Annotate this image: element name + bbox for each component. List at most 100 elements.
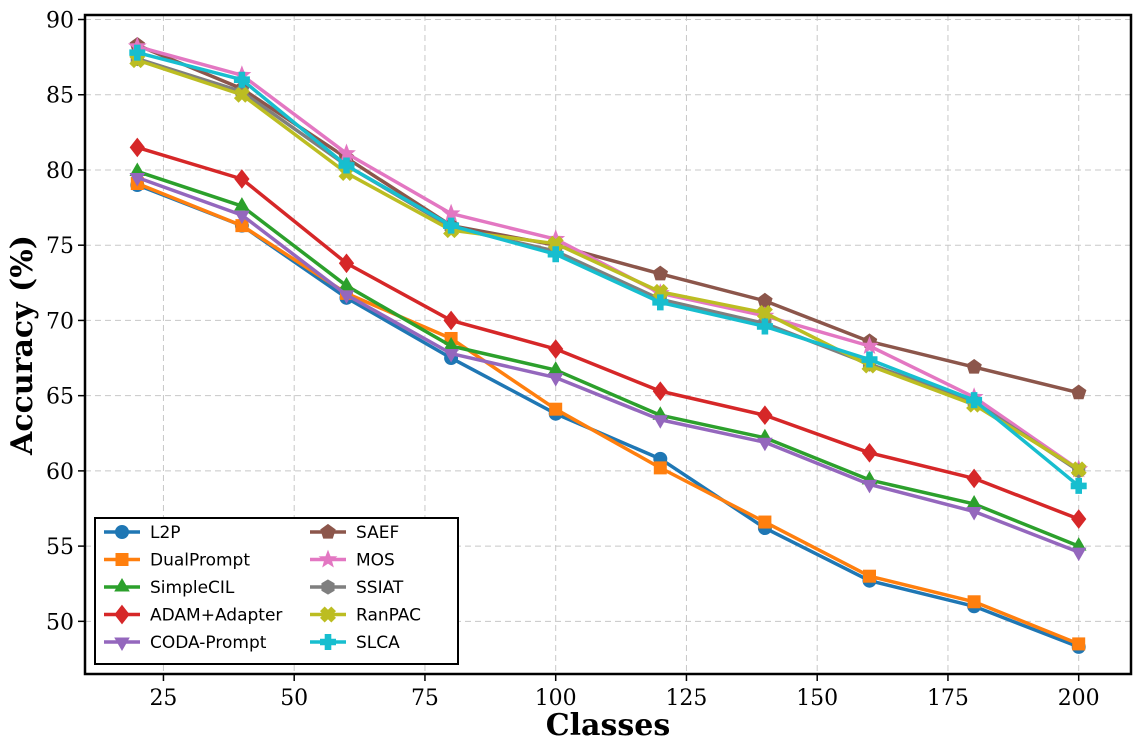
legend-label: ADAM+Adapter xyxy=(150,606,282,626)
y-tick-label: 70 xyxy=(46,309,74,334)
data-point-marker xyxy=(114,604,130,625)
series-line xyxy=(136,169,1080,548)
data-point-marker xyxy=(114,637,130,651)
data-point-marker xyxy=(129,137,145,158)
data-point-marker xyxy=(321,579,335,595)
data-point-marker xyxy=(443,310,459,331)
series-line xyxy=(136,43,1080,395)
legend-item: CODA-Prompt xyxy=(104,633,267,653)
legend-label: RanPAC xyxy=(356,606,421,626)
y-tick-label: 75 xyxy=(46,234,74,259)
legend-item: SAEF xyxy=(310,523,399,543)
data-point-marker xyxy=(1070,384,1087,400)
legend-item: RanPAC xyxy=(310,606,421,626)
legend-item: SimpleCIL xyxy=(104,578,235,598)
x-tick-label: 125 xyxy=(665,686,707,711)
data-point-marker xyxy=(1071,509,1087,529)
legend-label: SSIAT xyxy=(356,578,404,598)
data-point-marker xyxy=(115,525,129,539)
y-tick-label: 50 xyxy=(46,610,74,635)
data-point-marker xyxy=(548,339,564,359)
series-adam-adapter xyxy=(129,137,1087,529)
legend-item: SSIAT xyxy=(310,578,404,598)
data-point-marker xyxy=(234,210,250,225)
x-tick-label: 175 xyxy=(927,686,969,711)
data-point-marker xyxy=(320,634,336,650)
series-coda-prompt xyxy=(129,172,1087,562)
data-point-marker xyxy=(337,143,356,162)
data-point-marker xyxy=(338,276,355,291)
data-point-marker xyxy=(756,304,773,321)
series-layer xyxy=(127,36,1089,654)
series-line xyxy=(136,145,1080,521)
data-point-marker xyxy=(443,349,459,363)
data-point-marker xyxy=(652,381,668,401)
data-point-marker xyxy=(115,553,129,566)
series-line xyxy=(136,181,1080,646)
data-point-marker xyxy=(318,549,338,568)
data-point-marker xyxy=(967,595,981,609)
data-point-marker xyxy=(338,290,355,304)
x-tick-label: 200 xyxy=(1058,686,1100,711)
data-point-marker xyxy=(233,71,250,88)
data-point-marker xyxy=(757,437,773,452)
series-slca xyxy=(129,44,1087,494)
data-point-marker xyxy=(860,336,879,355)
data-point-marker xyxy=(757,405,773,426)
x-tick-label: 50 xyxy=(280,686,308,711)
data-point-marker xyxy=(757,292,773,308)
series-dualprompt xyxy=(130,177,1086,651)
data-point-marker xyxy=(966,392,983,409)
data-point-marker xyxy=(652,415,669,429)
legend-label: SAEF xyxy=(356,523,399,543)
data-point-marker xyxy=(114,578,130,592)
data-point-marker xyxy=(652,265,669,281)
data-point-marker xyxy=(1070,461,1087,478)
data-point-marker xyxy=(653,461,667,475)
x-tick-label: 100 xyxy=(535,686,577,711)
y-tick-label: 55 xyxy=(46,535,74,560)
data-point-marker xyxy=(966,468,982,489)
data-point-marker xyxy=(1070,477,1087,494)
data-point-marker xyxy=(129,44,146,61)
data-point-marker xyxy=(338,157,355,174)
legend-item: DualPrompt xyxy=(104,551,250,571)
x-tick-label: 75 xyxy=(411,686,439,711)
data-point-marker xyxy=(652,294,669,311)
data-point-marker xyxy=(861,479,878,494)
y-tick-label: 85 xyxy=(46,84,74,109)
legend-label: L2P xyxy=(150,523,181,543)
data-point-marker xyxy=(756,318,773,335)
y-axis-title: Accuracy (%) xyxy=(5,235,40,456)
data-point-marker xyxy=(549,402,563,416)
data-point-marker xyxy=(966,507,982,521)
data-point-marker xyxy=(234,197,250,211)
data-point-marker xyxy=(758,515,772,529)
legend-item: MOS xyxy=(310,549,395,571)
plot-frame xyxy=(83,13,1133,676)
data-point-marker xyxy=(441,203,461,222)
legend-label: CODA-Prompt xyxy=(150,633,267,653)
x-tick-label: 150 xyxy=(796,686,838,711)
x-axis-title: Classes xyxy=(546,708,670,743)
data-point-marker xyxy=(320,523,336,539)
data-point-marker xyxy=(1072,637,1086,651)
series-line xyxy=(136,175,1080,554)
data-point-marker xyxy=(861,351,878,368)
data-point-marker xyxy=(547,373,564,387)
series-line xyxy=(136,50,1080,488)
legend-item: ADAM+Adapter xyxy=(104,604,282,626)
data-point-marker xyxy=(547,246,564,263)
legend-label: SimpleCIL xyxy=(150,578,235,598)
legend-label: DualPrompt xyxy=(150,551,250,571)
series-line xyxy=(136,183,1080,649)
data-point-marker xyxy=(861,443,878,463)
tick-layer: 25 50 75 100 125 150 175 200 50 55 60 65 70 75 80 85 90 xyxy=(46,9,1100,711)
x-tick-label: 25 xyxy=(149,686,177,711)
y-tick-label: 65 xyxy=(46,385,74,410)
y-tick-label: 80 xyxy=(46,159,74,184)
data-point-marker xyxy=(966,358,982,374)
data-point-marker xyxy=(863,569,876,583)
series-simplecil xyxy=(129,162,1087,551)
